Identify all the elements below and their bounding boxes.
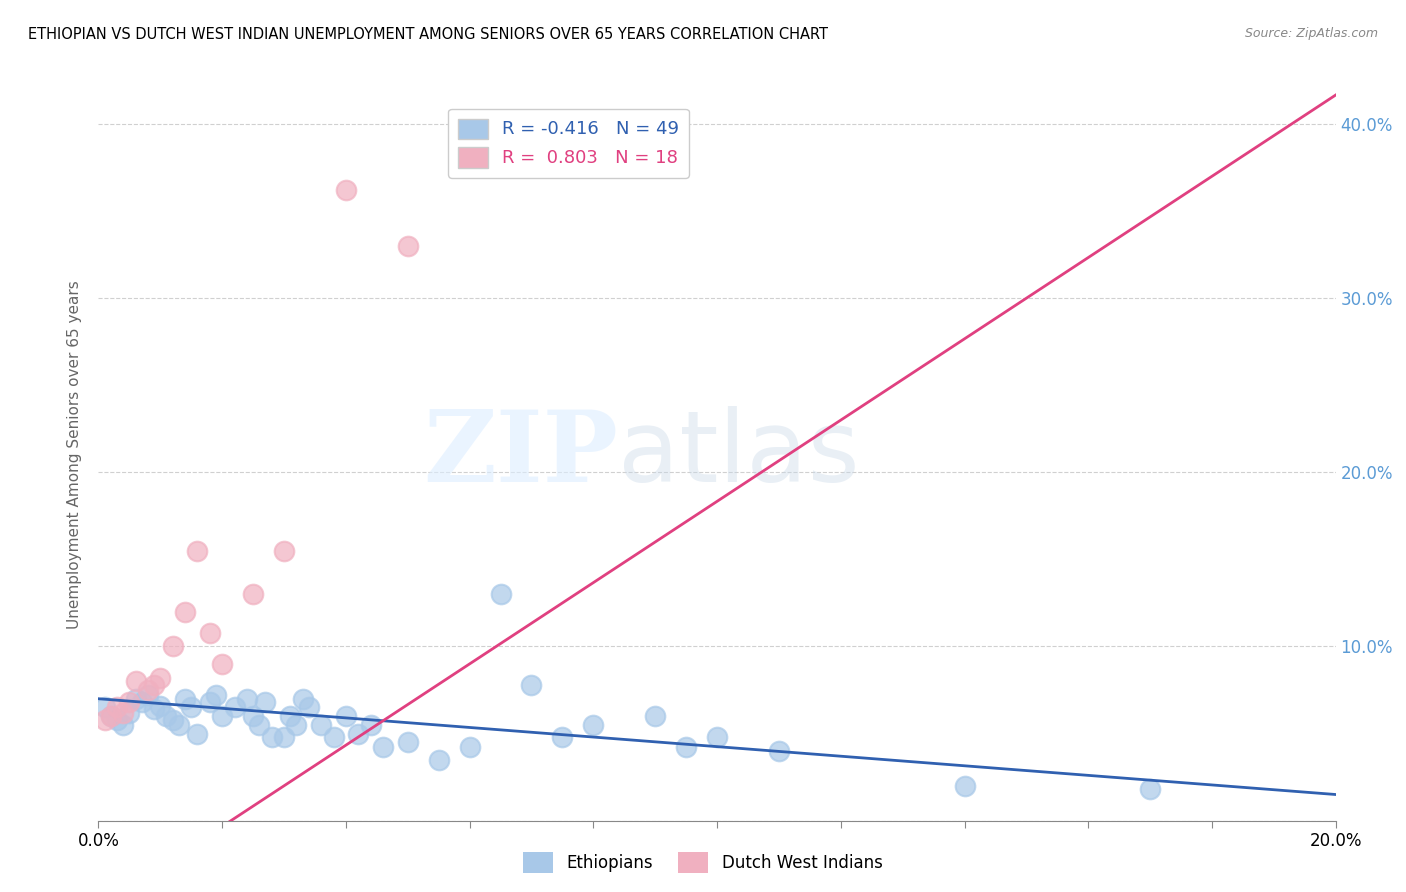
Point [124,691,146,706]
Y-axis label: Unemployment Among Seniors over 65 years: Unemployment Among Seniors over 65 years [67,281,83,629]
Text: atlas: atlas [619,407,859,503]
Point [149,698,172,713]
Point [211,657,233,671]
Point [186,543,208,558]
Point [155,709,177,723]
Point [1139,782,1161,797]
Point [143,678,166,692]
Point [198,625,221,640]
Point [211,709,233,723]
Point [458,740,481,755]
Point [180,700,202,714]
Point [335,183,357,197]
Point [291,691,314,706]
Point [242,587,264,601]
Point [347,726,370,740]
Point [260,730,283,744]
Point [360,718,382,732]
Point [768,744,790,758]
Point [254,695,277,709]
Point [112,718,135,732]
Point [167,718,190,732]
Point [149,671,172,685]
Text: ZIP: ZIP [423,407,619,503]
Point [309,718,332,732]
Point [93,700,115,714]
Point [105,700,128,714]
Point [143,702,166,716]
Point [205,688,228,702]
Point [162,640,184,654]
Point [136,683,159,698]
Point [273,730,295,744]
Point [551,730,574,744]
Point [198,695,221,709]
Legend: R = -0.416   N = 49, R =  0.803   N = 18: R = -0.416 N = 49, R = 0.803 N = 18 [449,109,689,178]
Text: Source: ZipAtlas.com: Source: ZipAtlas.com [1244,27,1378,40]
Point [105,713,128,727]
Point [371,740,394,755]
Point [93,713,115,727]
Point [236,691,259,706]
Point [278,709,301,723]
Point [100,709,122,723]
Point [489,587,512,601]
Point [427,753,450,767]
Point [242,709,264,723]
Point [136,688,159,702]
Point [186,726,208,740]
Point [118,695,141,709]
Point [335,709,357,723]
Point [224,700,246,714]
Point [644,709,666,723]
Point [112,706,135,720]
Point [273,543,295,558]
Legend: Ethiopians, Dutch West Indians: Ethiopians, Dutch West Indians [517,846,889,880]
Point [582,718,605,732]
Point [124,674,146,689]
Point [706,730,728,744]
Point [247,718,270,732]
Point [118,706,141,720]
Point [100,709,122,723]
Point [520,678,543,692]
Point [953,779,976,793]
Point [396,735,419,749]
Point [131,695,153,709]
Point [322,730,344,744]
Point [162,713,184,727]
Point [298,700,321,714]
Point [285,718,308,732]
Point [174,691,197,706]
Point [396,239,419,253]
Point [174,605,197,619]
Point [675,740,697,755]
Text: ETHIOPIAN VS DUTCH WEST INDIAN UNEMPLOYMENT AMONG SENIORS OVER 65 YEARS CORRELAT: ETHIOPIAN VS DUTCH WEST INDIAN UNEMPLOYM… [28,27,828,42]
